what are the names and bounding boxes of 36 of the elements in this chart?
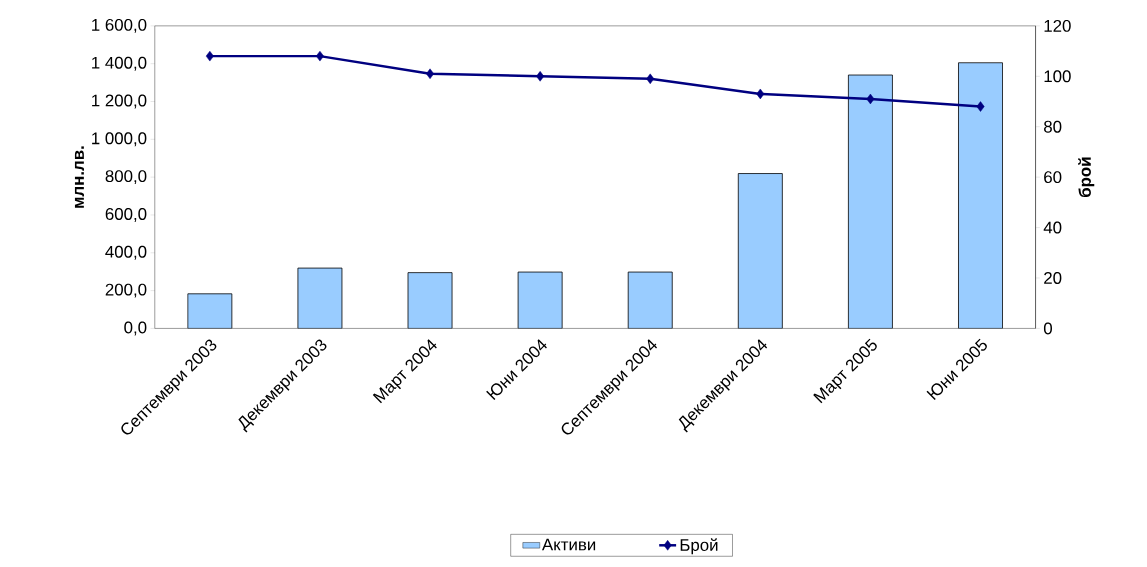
y2-tick-label: 20	[1044, 271, 1062, 284]
y-tick-label: 1 600,0	[92, 18, 147, 33]
bar	[297, 267, 343, 329]
point	[866, 93, 875, 105]
point	[756, 88, 765, 100]
point	[976, 101, 985, 112]
point	[426, 68, 434, 79]
y-tick-label: 1 400,0	[92, 56, 147, 71]
bar	[187, 293, 233, 329]
y-axis-title: млн.лв.	[74, 146, 85, 208]
bar	[407, 272, 453, 329]
y2-tick-label: 40	[1043, 221, 1062, 234]
legend-label: Активи	[541, 538, 596, 551]
y-tick-label: 0,0	[124, 321, 147, 336]
y2-tick-label: 120	[1044, 19, 1071, 32]
y2-tick-label: 100	[1044, 70, 1071, 83]
y2-axis-title: брой	[1078, 157, 1095, 197]
bar	[517, 271, 563, 329]
legend-label: Брой	[680, 538, 718, 555]
y-tick-label: 1 200,0	[92, 94, 147, 109]
point	[646, 73, 655, 84]
y2-tick-label: 80	[1044, 120, 1062, 133]
y-tick-label: 200,0	[105, 283, 147, 298]
point	[315, 50, 324, 62]
bar	[627, 271, 673, 329]
y-tick-label: 600,0	[105, 207, 147, 222]
point	[536, 70, 545, 82]
y-tick-label: 1 000,0	[92, 132, 147, 147]
point	[205, 50, 214, 62]
y-tick-label: 800,0	[105, 170, 147, 184]
bar	[737, 173, 783, 329]
bar	[847, 74, 893, 329]
bar	[958, 62, 1003, 329]
y2-tick-label: 0	[1043, 322, 1053, 335]
y2-tick-label: 60	[1044, 171, 1062, 183]
y-tick-label: 400,0	[105, 245, 147, 260]
